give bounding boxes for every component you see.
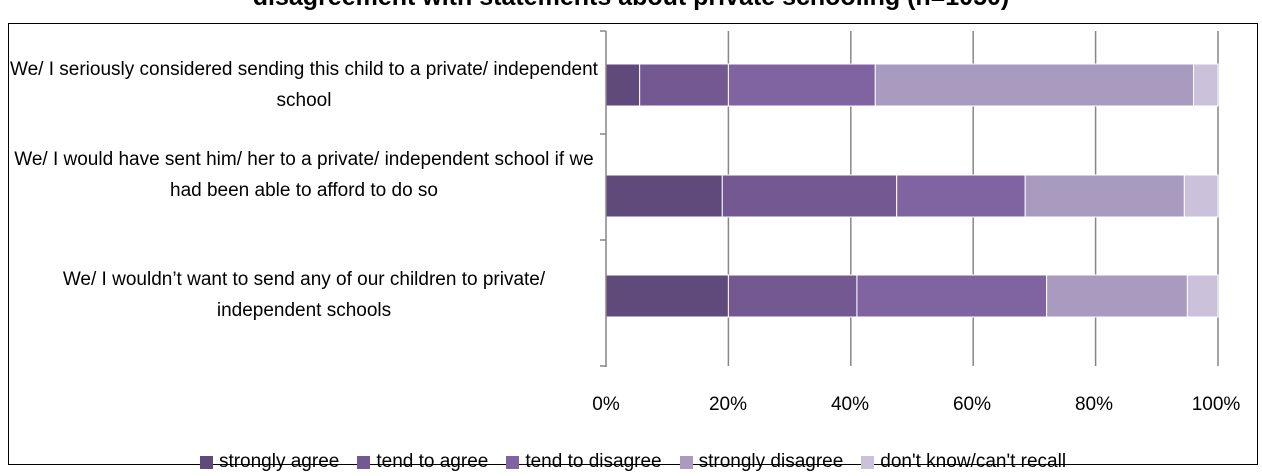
category-label-2: We/ I would have sent him/ her to a priv… [14,149,594,201]
x-tick-label-40: 40% [830,394,870,415]
legend-swatch-strongly-agree [199,455,213,469]
bar-tend-to-disagree-row-3 [856,274,1048,318]
bar-don-t-know-can-t-recall-row-2 [1183,174,1219,218]
legend-label-dont-know: don't know/can't recall [880,451,1067,472]
x-tick-label-100: 100% [1191,394,1241,415]
bar-tend-to-disagree-row-2 [896,174,1026,218]
bar-strongly-disagree-row-2 [1024,174,1185,218]
bar-tend-to-agree-row-2 [721,174,898,218]
bar-strongly-disagree-row-3 [1046,274,1188,318]
bar-don-t-know-can-t-recall-row-1 [1193,63,1219,107]
legend-item-dont-know: don't know/can't recall [861,451,1066,473]
plot-area [600,30,1219,367]
x-tick-label-80: 80% [1074,394,1114,415]
bar-tend-to-disagree-row-1 [727,63,876,107]
category-label-3: We/ I wouldn’t want to send any of our c… [62,269,546,321]
legend-item-tend-to-disagree: tend to disagree [506,451,662,473]
x-tick-label-60: 60% [952,394,992,415]
legend-label-strongly-disagree: strongly disagree [698,451,844,472]
legend-label-strongly-agree: strongly agree [218,451,340,472]
legend-swatch-dont-know [861,455,875,469]
category-label-1: We/ I seriously considered sending this … [10,59,598,111]
bar-don-t-know-can-t-recall-row-3 [1186,274,1219,318]
chart-frame: We/ I seriously considered sending this … [8,23,1258,472]
legend-label-tend-to-disagree: tend to disagree [525,451,662,472]
bar-tend-to-agree-row-1 [639,63,729,107]
x-tick-label-0: 0% [592,394,620,415]
bar-strongly-agree-row-1 [605,63,641,107]
bar-strongly-agree-row-3 [605,274,729,318]
bar-strongly-disagree-row-1 [874,63,1195,107]
bar-strongly-agree-row-2 [605,174,723,218]
legend-item-tend-to-agree: tend to agree [357,451,488,473]
x-tick-label-20: 20% [708,394,748,415]
legend-swatch-strongly-disagree [679,455,693,469]
legend-label-tend-to-agree: tend to agree [376,451,489,472]
legend-item-strongly-disagree: strongly disagree [679,451,844,473]
legend: strongly agree tend to agree tend to dis… [9,448,1257,476]
legend-swatch-tend-to-agree [357,455,371,469]
chart-title: disagreement with statements about priva… [0,0,1262,17]
bar-tend-to-agree-row-3 [727,274,858,318]
legend-swatch-tend-to-disagree [506,455,520,469]
legend-item-strongly-agree: strongly agree [199,451,340,473]
